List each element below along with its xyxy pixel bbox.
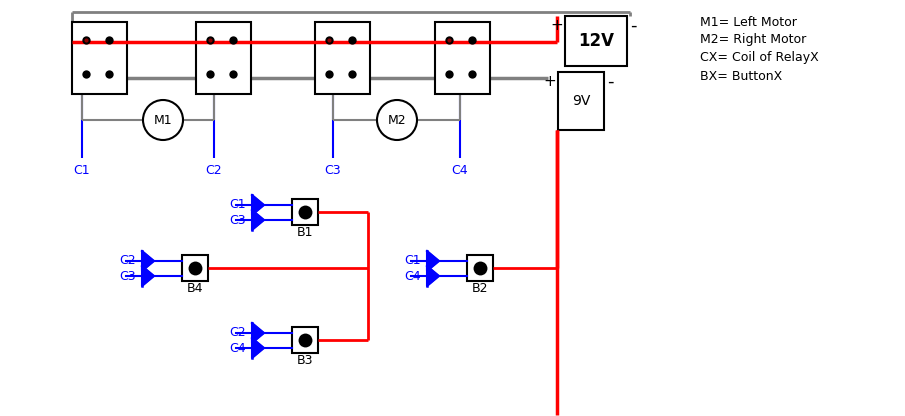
Bar xyxy=(467,255,493,281)
Text: C3: C3 xyxy=(119,270,136,282)
Polygon shape xyxy=(142,266,154,286)
Bar xyxy=(196,22,251,94)
Polygon shape xyxy=(252,323,264,343)
Text: B3: B3 xyxy=(297,354,313,367)
Text: B2: B2 xyxy=(472,282,489,295)
Text: B4: B4 xyxy=(186,282,204,295)
Polygon shape xyxy=(427,266,439,286)
Text: M1= Left Motor: M1= Left Motor xyxy=(700,15,797,29)
Text: +: + xyxy=(544,74,557,89)
Polygon shape xyxy=(252,338,264,358)
Circle shape xyxy=(377,100,417,140)
Text: C1: C1 xyxy=(73,163,91,176)
Text: 9V: 9V xyxy=(572,94,590,108)
Text: C4: C4 xyxy=(405,270,421,282)
Circle shape xyxy=(143,100,183,140)
Bar xyxy=(292,327,318,353)
Polygon shape xyxy=(427,251,439,271)
Text: C4: C4 xyxy=(452,163,468,176)
Text: C4: C4 xyxy=(229,342,246,354)
Text: C2: C2 xyxy=(119,255,136,267)
Text: C1: C1 xyxy=(405,255,421,267)
Text: CX= Coil of RelayX: CX= Coil of RelayX xyxy=(700,52,819,64)
Polygon shape xyxy=(252,195,264,215)
Text: C2: C2 xyxy=(205,163,223,176)
Text: M2: M2 xyxy=(387,114,406,126)
Bar xyxy=(72,22,127,94)
Text: C2: C2 xyxy=(229,327,246,339)
Bar xyxy=(435,22,490,94)
Text: C1: C1 xyxy=(229,198,246,211)
Text: -: - xyxy=(630,17,636,35)
Text: 12V: 12V xyxy=(578,32,614,50)
Text: B1: B1 xyxy=(297,226,313,240)
Bar xyxy=(565,16,627,66)
Text: M1: M1 xyxy=(154,114,172,126)
Polygon shape xyxy=(252,210,264,230)
Bar xyxy=(182,255,208,281)
Text: +: + xyxy=(550,18,564,34)
Bar xyxy=(558,72,604,130)
Bar xyxy=(292,199,318,225)
Text: C3: C3 xyxy=(229,213,246,226)
Text: -: - xyxy=(606,73,614,91)
Polygon shape xyxy=(142,251,154,271)
Text: BX= ButtonX: BX= ButtonX xyxy=(700,69,782,82)
Text: M2= Right Motor: M2= Right Motor xyxy=(700,34,806,47)
Text: C3: C3 xyxy=(325,163,341,176)
Bar xyxy=(315,22,370,94)
